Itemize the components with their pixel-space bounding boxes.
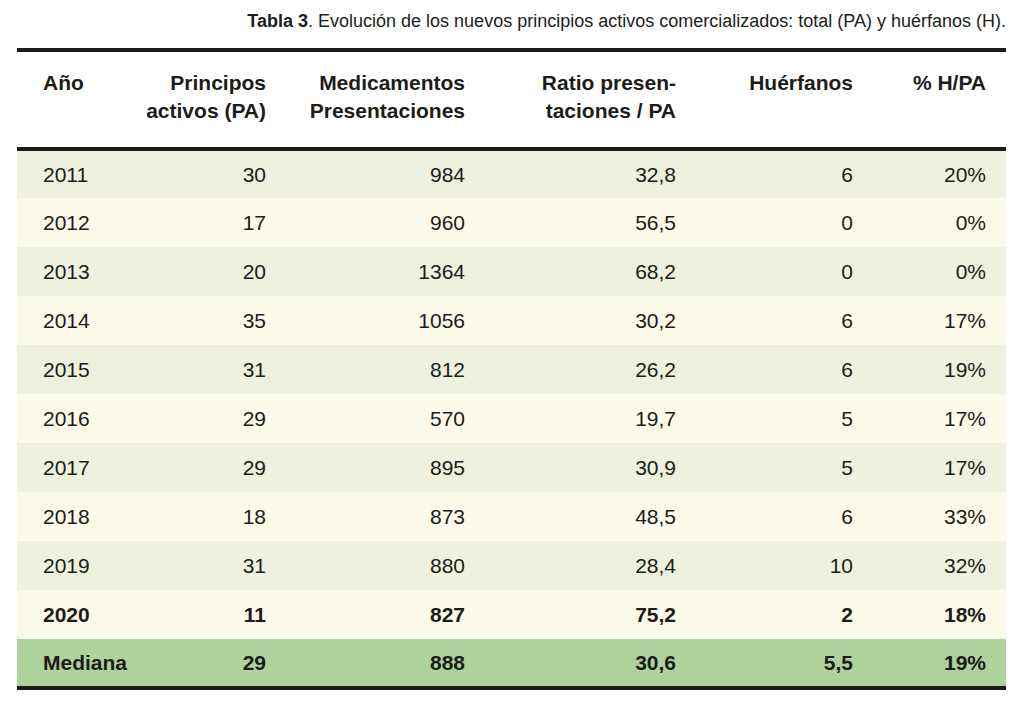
table-caption-number: Tabla 3 <box>247 11 308 31</box>
cell-pa: 18 <box>137 492 286 541</box>
column-header-ratio: Ratio presen- taciones / PA <box>485 50 696 149</box>
row-2020: 20201182775,2218% <box>17 590 1006 639</box>
cell-huerfanos: 5 <box>696 443 873 492</box>
column-header-principos-activos: Principos activos (PA) <box>137 50 286 149</box>
cell-huerfanos: 10 <box>696 541 873 590</box>
table-wrap: Año Principos activos (PA) Medicamentos … <box>17 48 1006 690</box>
cell-ano: 2013 <box>17 247 137 296</box>
row-2014: 201435105630,2617% <box>17 296 1006 345</box>
cell-pa: 31 <box>137 345 286 394</box>
cell-ratio: 56,5 <box>485 198 696 247</box>
cell-ano: 2011 <box>17 149 137 198</box>
row-2013: 201320136468,200% <box>17 247 1006 296</box>
cell-ratio: 30,2 <box>485 296 696 345</box>
cell-ratio: 30,6 <box>485 639 696 688</box>
cell-ratio: 26,2 <box>485 345 696 394</box>
cell-pa: 20 <box>137 247 286 296</box>
row-2015: 20153181226,2619% <box>17 345 1006 394</box>
cell-ratio: 19,7 <box>485 394 696 443</box>
cell-ratio: 48,5 <box>485 492 696 541</box>
cell-huerfanos: 2 <box>696 590 873 639</box>
cell-ano: 2014 <box>17 296 137 345</box>
cell-pct: 19% <box>873 639 1006 688</box>
cell-presentaciones: 895 <box>286 443 485 492</box>
header-row: Año Principos activos (PA) Medicamentos … <box>17 50 1006 149</box>
cell-huerfanos: 6 <box>696 492 873 541</box>
cell-pa: 29 <box>137 394 286 443</box>
cell-presentaciones: 880 <box>286 541 485 590</box>
column-header-huerfanos: Huérfanos <box>696 50 873 149</box>
cell-pa: 11 <box>137 590 286 639</box>
data-table: Año Principos activos (PA) Medicamentos … <box>17 48 1006 690</box>
cell-huerfanos: 6 <box>696 149 873 198</box>
cell-ano: 2015 <box>17 345 137 394</box>
cell-ano: 2016 <box>17 394 137 443</box>
cell-ano: 2020 <box>17 590 137 639</box>
cell-ratio: 75,2 <box>485 590 696 639</box>
cell-pct: 17% <box>873 394 1006 443</box>
cell-pa: 29 <box>137 639 286 688</box>
cell-presentaciones: 873 <box>286 492 485 541</box>
cell-presentaciones: 812 <box>286 345 485 394</box>
cell-ano: 2017 <box>17 443 137 492</box>
cell-pct: 33% <box>873 492 1006 541</box>
cell-presentaciones: 827 <box>286 590 485 639</box>
cell-ano: Mediana <box>17 639 137 688</box>
cell-ratio: 68,2 <box>485 247 696 296</box>
table-body: 20113098432,8620%20121796056,500%2013201… <box>17 149 1006 688</box>
table-header: Año Principos activos (PA) Medicamentos … <box>17 50 1006 149</box>
cell-ano: 2019 <box>17 541 137 590</box>
column-header-medicamentos: Medicamentos Presentaciones <box>286 50 485 149</box>
cell-pct: 18% <box>873 590 1006 639</box>
cell-huerfanos: 5 <box>696 394 873 443</box>
cell-pct: 17% <box>873 443 1006 492</box>
cell-presentaciones: 1056 <box>286 296 485 345</box>
cell-pct: 0% <box>873 247 1006 296</box>
cell-pa: 17 <box>137 198 286 247</box>
cell-pct: 17% <box>873 296 1006 345</box>
cell-huerfanos: 0 <box>696 247 873 296</box>
cell-presentaciones: 570 <box>286 394 485 443</box>
cell-pa: 35 <box>137 296 286 345</box>
cell-pct: 0% <box>873 198 1006 247</box>
cell-presentaciones: 960 <box>286 198 485 247</box>
row-2019: 20193188028,41032% <box>17 541 1006 590</box>
table-caption: Tabla 3. Evolución de los nuevos princip… <box>0 9 1006 33</box>
cell-ratio: 32,8 <box>485 149 696 198</box>
cell-huerfanos: 0 <box>696 198 873 247</box>
cell-ano: 2012 <box>17 198 137 247</box>
row-mediana: Mediana2988830,65,519% <box>17 639 1006 688</box>
table-caption-text: . Evolución de los nuevos principios act… <box>308 11 1006 31</box>
row-2017: 20172989530,9517% <box>17 443 1006 492</box>
row-2018: 20181887348,5633% <box>17 492 1006 541</box>
row-2011: 20113098432,8620% <box>17 149 1006 198</box>
cell-pa: 31 <box>137 541 286 590</box>
cell-presentaciones: 984 <box>286 149 485 198</box>
cell-presentaciones: 1364 <box>286 247 485 296</box>
cell-huerfanos: 6 <box>696 296 873 345</box>
page: Tabla 3. Evolución de los nuevos princip… <box>0 0 1024 720</box>
cell-pct: 20% <box>873 149 1006 198</box>
cell-pa: 30 <box>137 149 286 198</box>
row-2012: 20121796056,500% <box>17 198 1006 247</box>
cell-ano: 2018 <box>17 492 137 541</box>
cell-pct: 32% <box>873 541 1006 590</box>
cell-huerfanos: 6 <box>696 345 873 394</box>
cell-huerfanos: 5,5 <box>696 639 873 688</box>
cell-presentaciones: 888 <box>286 639 485 688</box>
cell-ratio: 30,9 <box>485 443 696 492</box>
row-2016: 20162957019,7517% <box>17 394 1006 443</box>
cell-pct: 19% <box>873 345 1006 394</box>
cell-ratio: 28,4 <box>485 541 696 590</box>
column-header-pct-h-pa: % H/PA <box>873 50 1006 149</box>
column-header-ano: Año <box>17 50 137 149</box>
cell-pa: 29 <box>137 443 286 492</box>
